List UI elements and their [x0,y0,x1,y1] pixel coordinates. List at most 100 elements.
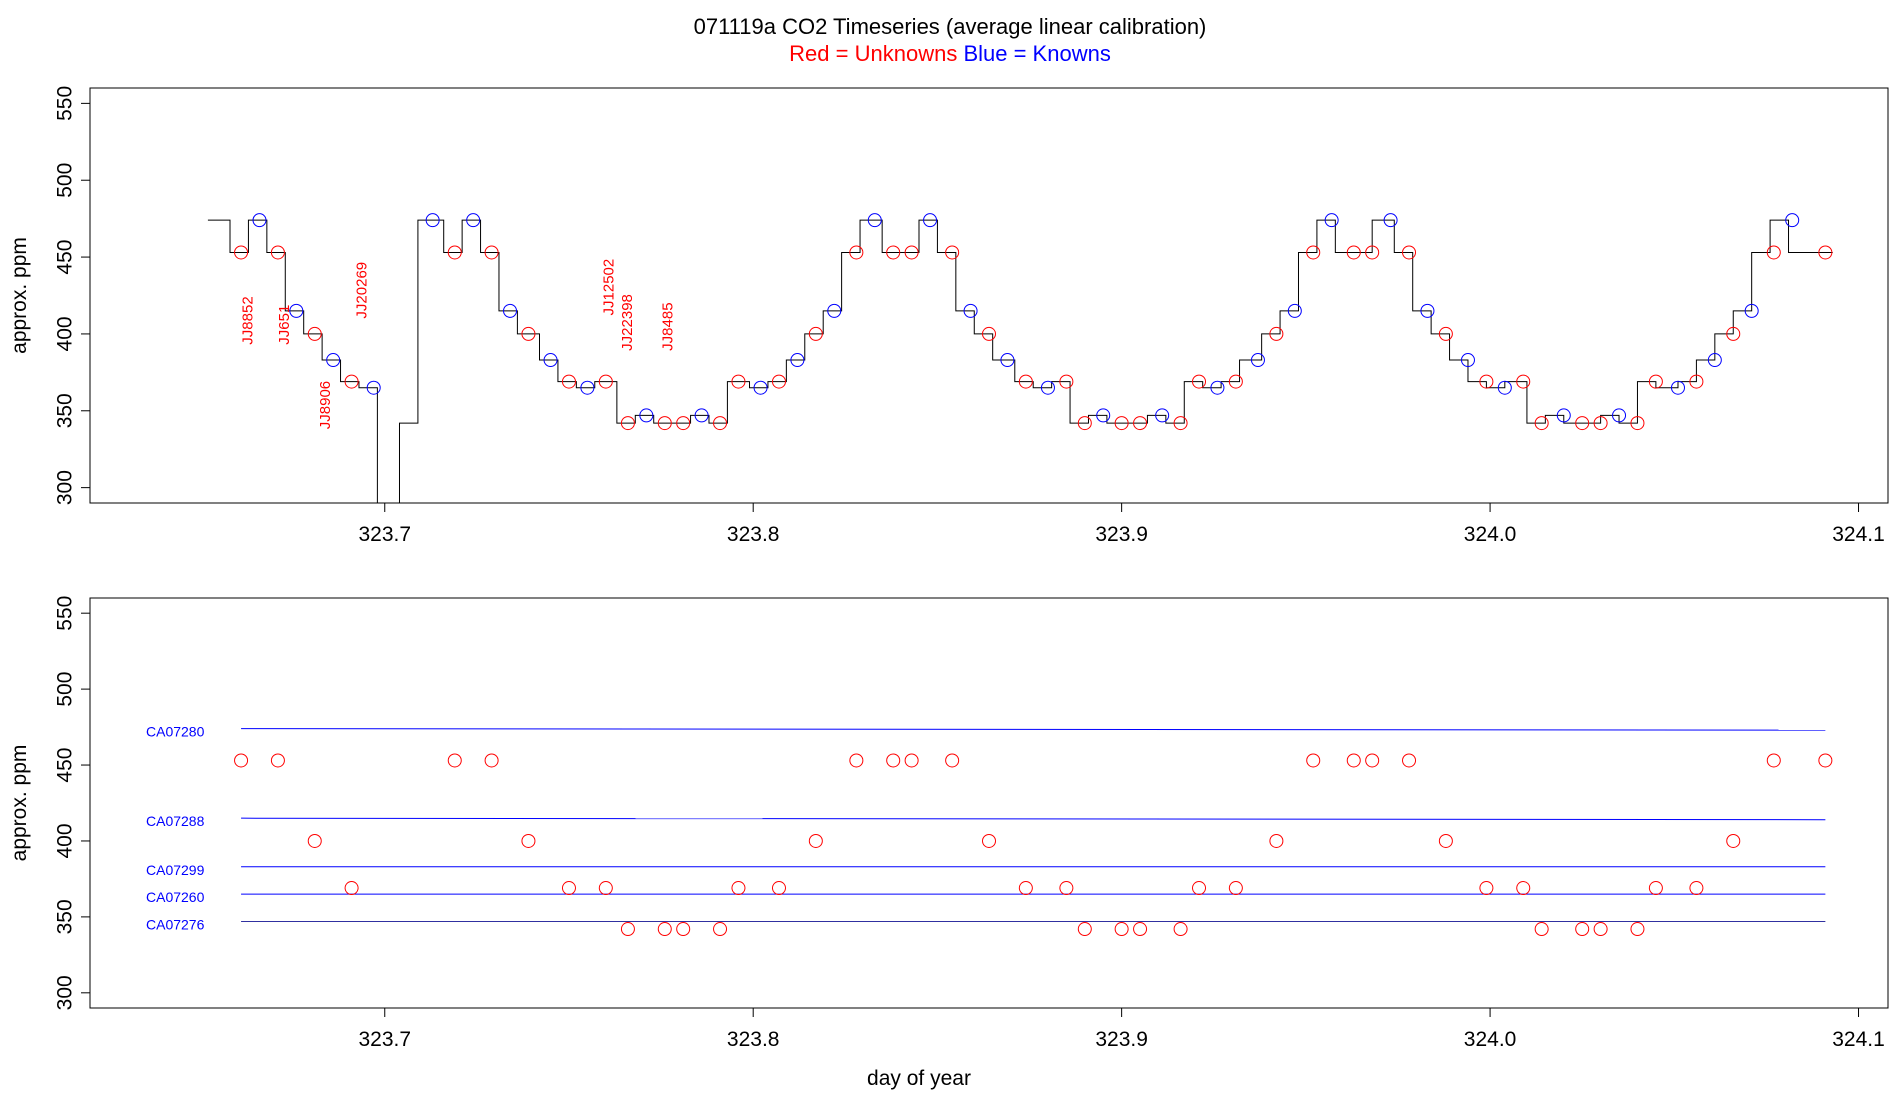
known-point [1040,380,1055,395]
reference-line-label: CA07276 [146,916,205,932]
known-point [326,353,341,368]
known-point [1497,380,1512,395]
x-axis-label: day of year [867,1067,971,1090]
y-axis-label: approx. ppm [8,237,31,354]
known-point [753,380,768,395]
known-point [1612,408,1627,423]
unknown-point [1818,245,1833,260]
y-tick-label: 550 [54,86,77,121]
x-tick-label: 323.9 [1095,1028,1148,1051]
unknown-point [1630,416,1645,431]
unknown-point [1173,416,1188,431]
known-point [252,213,267,228]
known-point [867,213,882,228]
unknown-point [982,833,996,848]
known-point [1785,213,1800,228]
unknown-point [344,374,359,389]
legend-unknowns-label: Red = Unknowns [789,41,958,66]
y-axis-label: approx. ppm [8,745,31,862]
unknown-point [713,922,728,937]
unknown-point [1648,374,1663,389]
y-tick-label: 450 [54,240,77,275]
unknown-point [561,374,576,389]
known-point [1210,380,1225,395]
unknown-point [598,374,613,389]
x-tick-label: 323.7 [358,523,411,546]
unknown-point [484,245,499,260]
unknown-point [1479,881,1494,896]
known-point [923,213,938,228]
unknown-point [1630,922,1645,937]
unknown-point [808,833,823,848]
reference-line [241,728,1826,731]
unknown-point [945,753,960,768]
reference-line [241,817,1826,821]
known-point [1324,213,1339,228]
unknown-point [1534,922,1549,937]
known-point [366,380,381,395]
sample-annotation: JJ22398 [619,294,636,351]
x-tick-label: 324.0 [1464,523,1517,546]
top-panel-frame [89,87,1889,504]
known-point [1000,353,1015,368]
y-tick-label: 300 [54,470,77,505]
known-point [1155,408,1170,423]
x-tick-label: 323.7 [358,1028,411,1051]
known-point [1556,408,1571,423]
known-point [694,408,709,423]
unknown-point [1306,245,1321,260]
unknown-point [731,374,746,389]
unknown-point [484,753,499,768]
unknown-point [1818,753,1833,768]
sample-annotation: JJ8852 [239,296,256,344]
unknown-point [657,922,672,937]
unknown-point [1726,833,1741,848]
reference-line-label: CA07299 [146,862,205,878]
unknown-point [1114,416,1129,431]
unknown-point [598,881,613,896]
unknown-point [1077,922,1092,937]
chart-title: 071119a CO2 Timeseries (average linear c… [693,14,1207,39]
unknown-point [849,245,864,260]
unknown-point [982,326,996,341]
unknown-point [307,326,322,341]
unknown-point [1689,881,1704,896]
known-point [1460,353,1475,368]
known-point [1670,380,1685,395]
unknown-point [808,326,823,341]
known-point [543,353,558,368]
unknown-point [1689,374,1704,389]
sample-annotation: JJ8485 [659,302,676,350]
y-tick-label: 400 [54,823,77,858]
unknown-point [1648,881,1663,896]
unknown-point [1018,374,1033,389]
x-tick-label: 324.0 [1464,1028,1517,1051]
unknown-point [447,245,462,260]
y-tick-label: 350 [54,899,77,934]
unknown-point [1516,881,1531,896]
unknown-point [1269,833,1284,848]
reference-line-label: CA07288 [146,813,205,829]
unknown-point [676,416,691,431]
known-point [1744,303,1759,318]
unknown-point [1766,753,1781,768]
reference-line-label: CA07260 [146,889,205,905]
known-point [1707,353,1722,368]
unknown-point [1534,416,1549,431]
bottom-panel-frame [89,597,1889,1009]
unknown-point [1365,245,1380,260]
unknown-point [344,881,359,896]
y-tick-label: 300 [54,975,77,1010]
unknown-point [1077,416,1092,431]
unknown-point [657,416,672,431]
x-tick-label: 323.8 [727,1028,780,1051]
unknown-point [1593,416,1608,431]
unknown-point [307,833,322,848]
unknown-point [1192,374,1207,389]
reference-line-label: CA07280 [146,724,205,740]
known-point [639,408,654,423]
unknown-point [1228,881,1243,896]
known-point [580,380,595,395]
unknown-point [771,881,786,896]
